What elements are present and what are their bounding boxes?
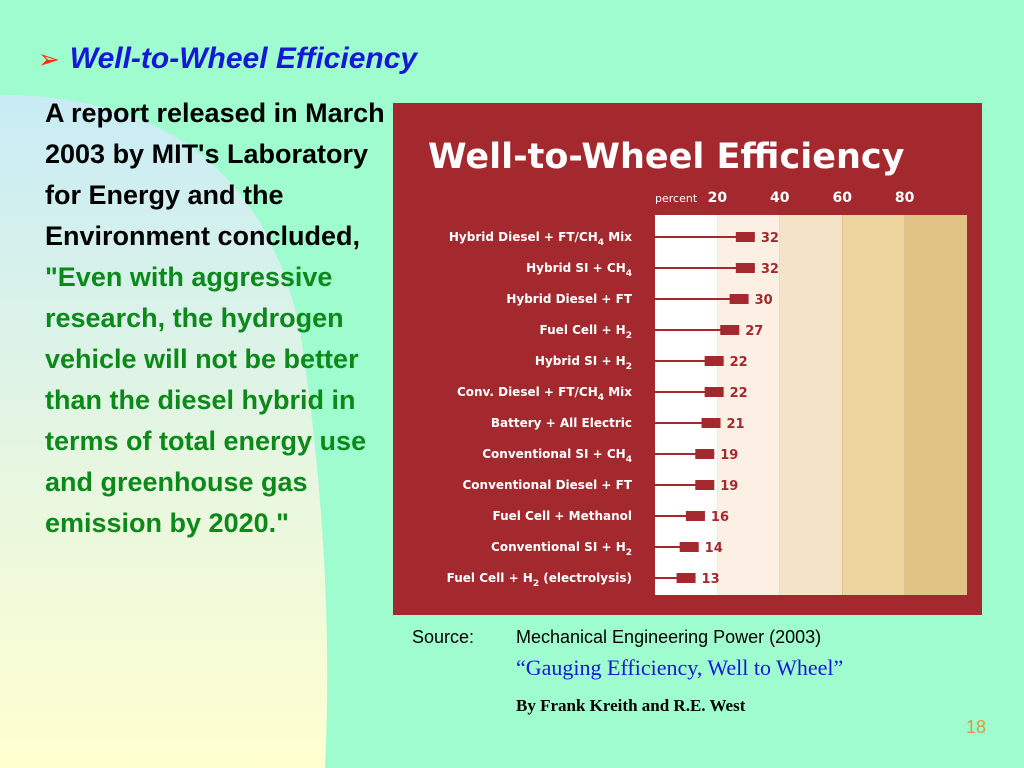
data-label: 14 bbox=[705, 541, 723, 556]
page-number: 18 bbox=[966, 717, 987, 737]
plot-background bbox=[655, 215, 967, 595]
x-tick-40: 40 bbox=[770, 190, 790, 206]
bar bbox=[685, 511, 705, 521]
data-label: 16 bbox=[711, 510, 729, 525]
slide-title: Well-to-Wheel Efficiency bbox=[69, 42, 418, 75]
x-tick-60: 60 bbox=[832, 190, 852, 206]
source-authors: By Frank Kreith and R.E. West bbox=[516, 696, 746, 715]
source-article: “Gauging Efficiency, Well to Wheel” bbox=[516, 655, 844, 680]
category-label: Hybrid Diesel + FT bbox=[506, 292, 632, 306]
source-journal: Mechanical Engineering Power (2003) bbox=[516, 627, 822, 647]
category-label: Hybrid SI + CH4 bbox=[526, 261, 632, 279]
data-label: 19 bbox=[720, 479, 738, 494]
body-text: A report released in March 2003 by MIT's… bbox=[45, 93, 390, 544]
category-label: Fuel Cell + H2 (electrolysis) bbox=[447, 571, 632, 589]
category-label: Fuel Cell + H2 bbox=[540, 323, 632, 341]
category-label: Hybrid SI + H2 bbox=[535, 354, 632, 372]
bar bbox=[704, 387, 724, 397]
band-1 bbox=[717, 215, 780, 595]
band-2 bbox=[779, 215, 843, 595]
arrow-bullet-icon: ➢ bbox=[38, 43, 60, 74]
category-label: Conventional SI + CH4 bbox=[482, 447, 632, 465]
quote-text: "Even with aggressive research, the hydr… bbox=[45, 262, 367, 538]
data-label: 13 bbox=[702, 572, 720, 587]
band-3 bbox=[842, 215, 905, 595]
source-label: Source: bbox=[412, 627, 475, 647]
data-label: 21 bbox=[727, 417, 745, 432]
data-label: 19 bbox=[720, 448, 738, 463]
data-label: 22 bbox=[730, 386, 748, 401]
bar bbox=[735, 232, 755, 242]
data-label: 32 bbox=[761, 262, 779, 277]
category-label: Battery + All Electric bbox=[491, 416, 632, 430]
bar bbox=[720, 325, 740, 335]
bar bbox=[704, 356, 724, 366]
data-label: 22 bbox=[730, 355, 748, 370]
body-plain-text: A report released in March 2003 by MIT's… bbox=[45, 98, 385, 251]
title-row: ➢ Well-to-Wheel Efficiency bbox=[38, 42, 417, 76]
bar bbox=[701, 418, 721, 428]
category-label: Fuel Cell + Methanol bbox=[492, 509, 632, 523]
chart-panel: Well-to-Wheel Efficiency percent 20 40 60 8… bbox=[393, 103, 982, 615]
bar bbox=[735, 263, 755, 273]
x-axis-label: percent bbox=[655, 192, 698, 205]
chart-title: Well-to-Wheel Efficiency bbox=[428, 137, 905, 177]
x-ticks: 20 40 60 80 bbox=[708, 190, 915, 206]
bar bbox=[695, 449, 715, 459]
bar-rows: Hybrid Diesel + FT/CH4 Mix 32 Hybrid SI + … bbox=[447, 230, 779, 589]
bar bbox=[676, 573, 696, 583]
category-label: Conventional Diesel + FT bbox=[462, 478, 632, 492]
data-label: 27 bbox=[745, 324, 763, 339]
category-label: Conv. Diesel + FT/CH4 Mix bbox=[457, 385, 632, 403]
category-label: Hybrid Diesel + FT/CH4 Mix bbox=[449, 230, 632, 248]
category-label: Conventional SI + H2 bbox=[491, 540, 632, 558]
bar bbox=[695, 480, 715, 490]
bar bbox=[679, 542, 699, 552]
efficiency-chart: Well-to-Wheel Efficiency percent 20 40 60 8… bbox=[428, 137, 967, 595]
band-4 bbox=[904, 215, 967, 595]
x-tick-80: 80 bbox=[895, 190, 915, 206]
data-label: 30 bbox=[755, 293, 773, 308]
x-tick-20: 20 bbox=[708, 190, 728, 206]
bar bbox=[729, 294, 749, 304]
band-0 bbox=[655, 215, 718, 595]
data-label: 32 bbox=[761, 231, 779, 246]
